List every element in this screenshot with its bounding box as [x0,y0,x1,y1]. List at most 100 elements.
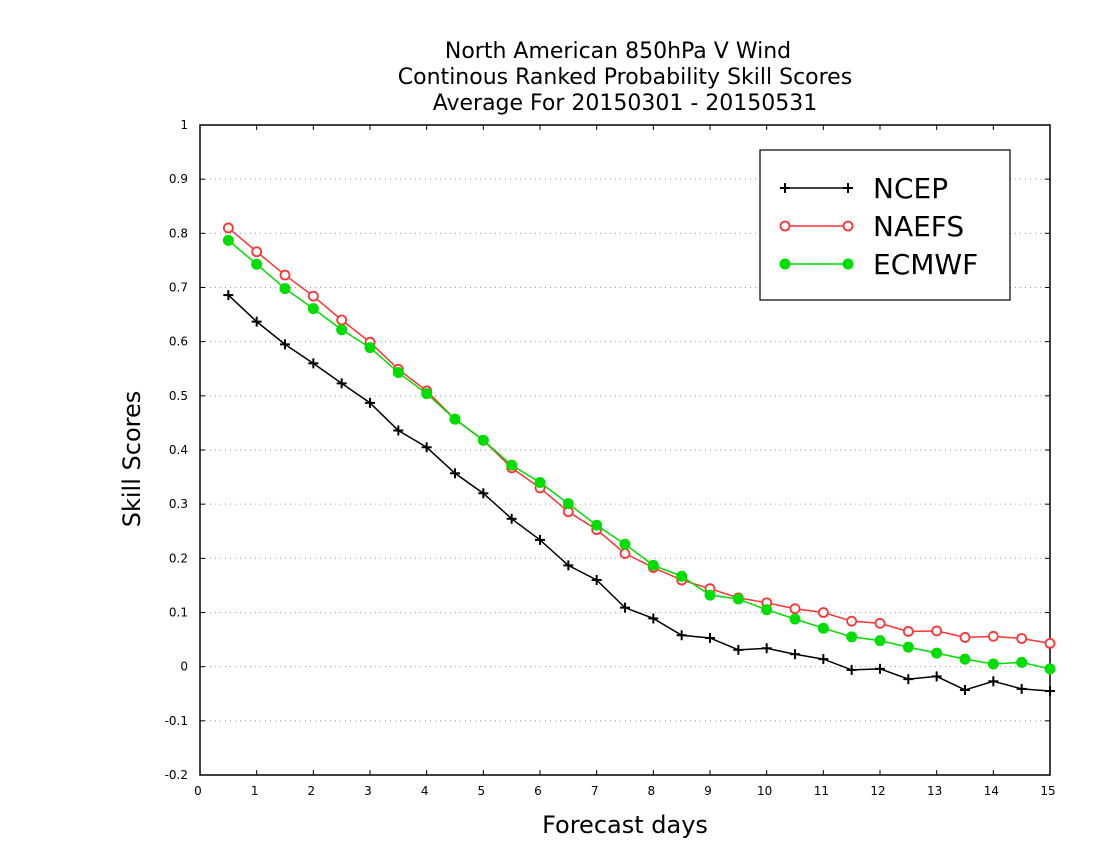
data-point-ncep [1016,683,1027,694]
data-point-ncep [563,560,574,571]
data-point-naefs [817,607,829,618]
y-tick-label: -0.2 [165,768,188,782]
chart-title-line-2: Continous Ranked Probability Skill Score… [398,65,852,90]
legend-marker-ecmwf-start [779,258,791,270]
data-point-ncep [846,664,857,675]
data-point-ncep [506,513,517,524]
x-tick-label: 4 [421,784,429,798]
data-point-naefs [222,222,234,234]
data-point-ecmwf [364,342,376,354]
data-point-ncep [988,676,999,687]
y-tick-label: 0.5 [169,389,188,403]
data-point-ncep [761,643,772,654]
data-point-ecmwf [789,613,801,625]
y-tick-label: 0.3 [169,497,188,511]
axes: -0.2-0.100.10.20.30.40.50.60.70.80.910 1 2… [165,118,1056,798]
legend-label-naefs: NAEFS [873,210,964,243]
y-tick-label: 0.8 [169,226,188,240]
data-point-ncep [875,663,885,674]
y-tick-label: 0.6 [169,335,188,349]
data-point-ncep [393,425,404,436]
data-point-naefs [902,626,914,637]
legend-label-ecmwf: ECMWF [873,248,978,281]
series-line-ecmwf [227,239,1051,670]
data-point-ecmwf [449,413,461,425]
data-point-naefs [987,630,999,642]
data-point-ecmwf [562,498,574,510]
x-tick-label: 2 [308,784,316,798]
data-point-ncep [705,632,715,643]
data-point-ncep [478,488,489,499]
x-tick-label: 13 [927,784,942,798]
data-point-ecmwf [534,477,546,488]
series-layer [222,222,1056,697]
x-tick-label: 6 [534,784,542,798]
x-tick-label: 9 [704,784,712,798]
data-point-ecmwf [846,631,858,643]
data-point-ecmwf [421,388,433,400]
data-point-ecmwf [477,434,489,446]
chart-title-line-3: Average For 20150301 - 20150531 [433,91,818,116]
legend-marker-naefs-end [842,220,854,232]
data-point-ecmwf [251,258,263,270]
data-point-ncep [790,649,800,660]
data-point-ecmwf [732,593,744,605]
data-point-ncep [931,671,942,682]
data-point-ecmwf [619,538,631,550]
data-point-ecmwf [874,635,886,647]
data-point-ecmwf [1016,656,1028,668]
legend-marker-naefs-start [779,220,791,232]
x-tick-label: 5 [478,784,486,798]
x-tick-label: 7 [591,784,599,798]
x-tick-label: 1 [251,784,259,798]
data-point-naefs [874,617,886,629]
x-tick-label: 15 [1040,784,1055,798]
data-point-ncep [450,468,460,479]
data-point-naefs [931,625,943,637]
data-point-ncep [591,575,602,585]
data-point-ecmwf [307,303,319,315]
data-point-ncep [308,358,319,369]
data-point-ncep [365,397,375,408]
data-point-ncep [620,602,630,613]
data-point-ecmwf [817,622,829,634]
data-point-ecmwf [676,570,688,582]
x-tick-label: 0 [194,784,202,798]
data-point-ncep [535,534,545,545]
data-point-ecmwf [959,653,971,665]
data-point-ncep [903,674,914,685]
legend-box [759,149,1011,301]
y-axis-label: Skill Scores [118,391,146,528]
data-point-ncep [818,654,829,665]
data-point-ecmwf [761,604,773,616]
y-tick-label: 0.7 [169,281,188,295]
x-axis-label: Forecast days [542,811,708,839]
data-point-ncep [676,630,687,641]
legend-label-ncep: NCEP [873,172,948,205]
data-point-ncep [251,316,262,327]
x-tick-label: 12 [870,784,885,798]
legend-marker-ecmwf-end [842,258,854,270]
data-point-ncep [733,644,744,655]
data-point-ecmwf [279,283,291,295]
data-point-ecmwf [704,589,716,601]
data-point-ecmwf [931,647,943,659]
data-point-naefs [959,632,971,643]
x-tick-label: 8 [648,784,656,798]
data-point-ecmwf [987,658,999,670]
x-tick-label: 14 [984,784,999,798]
data-point-ecmwf [902,641,914,653]
data-point-naefs [251,246,263,258]
x-tick-label: 11 [814,784,829,798]
data-point-naefs [846,615,858,627]
data-point-naefs [1044,637,1056,649]
data-point-ncep [960,684,970,695]
series-ecmwf [222,234,1056,675]
y-tick-label: 1 [180,118,188,132]
legend: NCEP NAEFS ECMWF [759,149,1011,301]
x-tick-label: 3 [364,784,372,798]
data-point-naefs [336,314,348,326]
x-tick-label: 10 [757,784,772,798]
